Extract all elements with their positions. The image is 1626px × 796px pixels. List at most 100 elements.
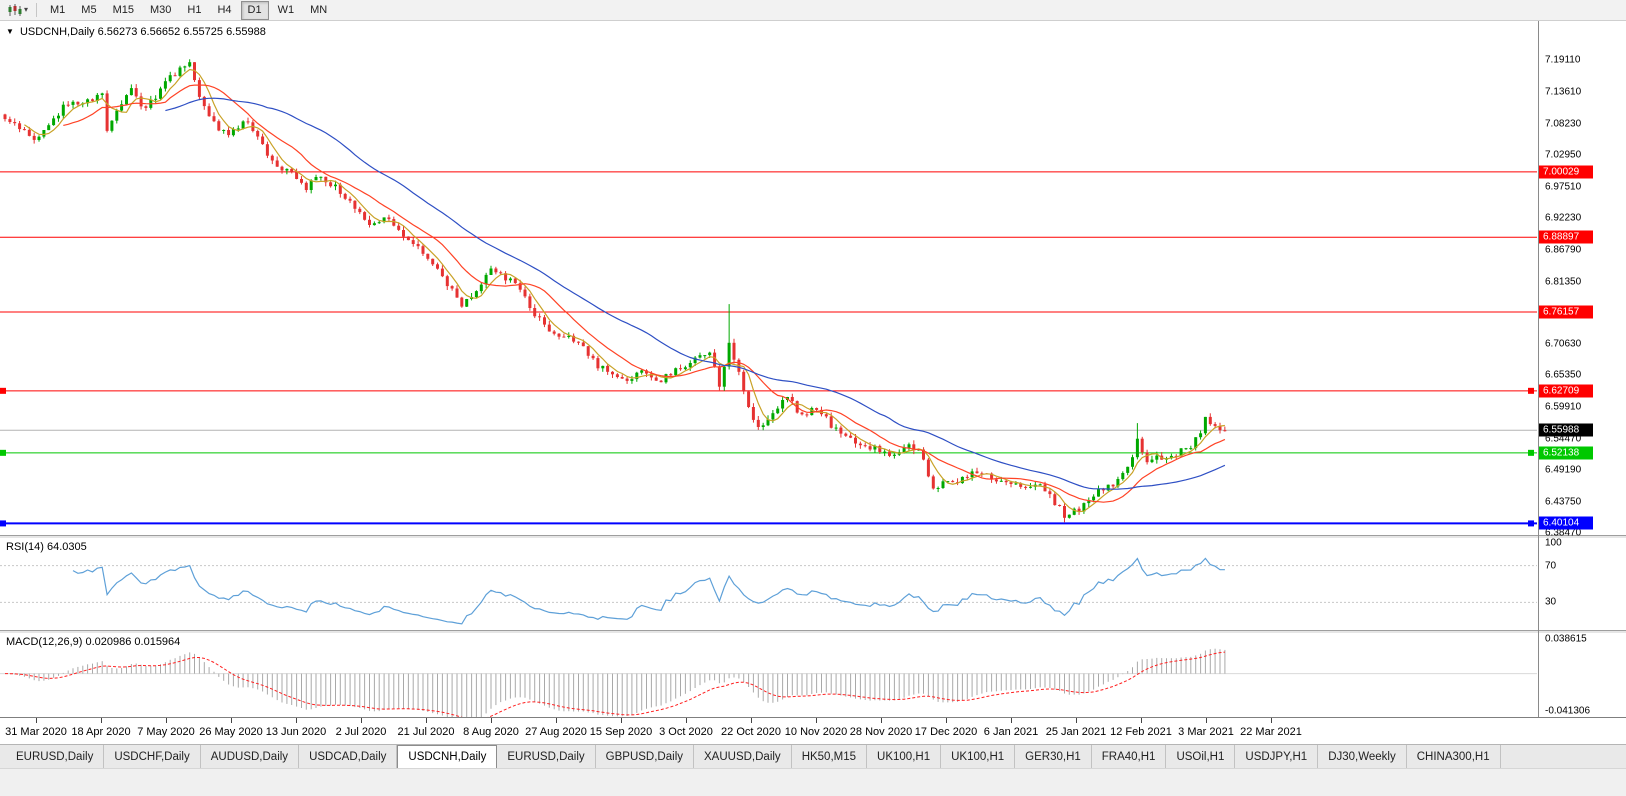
- time-axis-tick: [36, 718, 37, 723]
- chart-tab-uk100-h1[interactable]: UK100,H1: [867, 745, 942, 768]
- time-axis-label: 21 Jul 2020: [397, 726, 455, 738]
- rsi-axis-label: 100: [1545, 537, 1562, 549]
- time-axis[interactable]: 31 Mar 2020 18 Apr 2020 7 May 2020 26 May 2…: [0, 717, 1626, 744]
- time-axis-label: 7 May 2020: [137, 726, 195, 738]
- time-axis-label: 3 Mar 2021: [1178, 726, 1234, 738]
- candlestick-chart[interactable]: [0, 21, 1537, 535]
- chart-tab-hk50-m15[interactable]: HK50,M15: [791, 745, 868, 768]
- timeframe-buttons: M1 M5 M15 M30 H1 H4 D1 W1 MN: [42, 0, 335, 20]
- chart-tab-usdcad-daily[interactable]: USDCAD,Daily: [299, 745, 398, 768]
- current-price-badge: 6.55988: [1539, 423, 1593, 437]
- chart-tabs-bar: EURUSD,Daily USDCHF,Daily AUDUSD,Daily USDC…: [0, 744, 1626, 768]
- price-axis-label: 6.92230: [1545, 212, 1582, 224]
- chart-tab-xauusd-daily[interactable]: XAUUSD,Daily: [694, 745, 792, 768]
- rsi-chart[interactable]: [0, 538, 1537, 630]
- main-chart-panel[interactable]: ▼ USDCNH,Daily 6.56273 6.56652 6.55725 6…: [0, 21, 1537, 535]
- candlestick-chart-icon: [8, 3, 22, 16]
- time-axis-label: 13 Jun 2020: [265, 726, 327, 738]
- timeframe-button-m30[interactable]: M30: [149, 3, 172, 16]
- time-axis-tick: [751, 718, 752, 723]
- macd-label: MACD(12,26,9) 0.020986 0.015964: [6, 636, 181, 648]
- time-axis-tick: [296, 718, 297, 723]
- price-level-badge: 6.76157: [1539, 305, 1593, 319]
- time-axis-label: 17 Dec 2020: [914, 726, 978, 738]
- price-axis-label: 6.38470: [1545, 527, 1582, 539]
- price-axis-label: 6.86790: [1545, 244, 1582, 256]
- chart-tab-usdjpy-h1[interactable]: USDJPY,H1: [1235, 745, 1319, 768]
- timeframe-button-w1[interactable]: W1: [277, 3, 295, 16]
- rsi-panel[interactable]: RSI(14) 64.0305: [0, 538, 1537, 630]
- time-axis-tick: [361, 718, 362, 723]
- chart-tab-dj30-weekly[interactable]: DJ30,Weekly: [1318, 745, 1407, 768]
- chart-tab-china300-h1[interactable]: CHINA300,H1: [1406, 745, 1501, 768]
- timeframe-button-m5[interactable]: M5: [81, 3, 97, 16]
- macd-panel[interactable]: MACD(12,26,9) 0.020986 0.015964: [0, 633, 1537, 717]
- chart-type-button[interactable]: ▾: [4, 3, 31, 18]
- time-axis-label: 10 Nov 2020: [784, 726, 848, 738]
- chart-tab-gbpusd-daily[interactable]: GBPUSD,Daily: [595, 745, 694, 768]
- time-axis-label: 31 Mar 2020: [5, 726, 67, 738]
- chart-tab-usdcnh-daily[interactable]: USDCNH,Daily: [397, 745, 498, 768]
- time-axis-label: 3 Oct 2020: [659, 726, 713, 738]
- timeframe-toolbar: ▾ M1 M5 M15 M30 H1 H4 D1 W1 MN: [0, 0, 1626, 21]
- time-axis-label: 22 Oct 2020: [721, 726, 781, 738]
- panel-splitter[interactable]: [0, 630, 1626, 633]
- time-axis-tick: [1141, 718, 1142, 723]
- chart-symbol-label: USDCNH,Daily: [19, 26, 95, 38]
- chart-tab-usoil-h1[interactable]: USOil,H1: [1166, 745, 1236, 768]
- time-axis-tick: [881, 718, 882, 723]
- chart-tab-eurusd-daily[interactable]: EURUSD,Daily: [6, 745, 105, 768]
- price-axis[interactable]: 7.19110 7.13610 7.08230 7.02950 6.97510 6.922…: [1538, 21, 1626, 717]
- price-axis-label: 6.54470: [1545, 433, 1582, 445]
- chart-menu-icon[interactable]: ▼: [6, 27, 14, 36]
- chart-tab-eurusd-daily[interactable]: EURUSD,Daily: [497, 745, 596, 768]
- toolbar-separator: [36, 3, 38, 17]
- time-axis-tick: [231, 718, 232, 723]
- time-axis-label: 6 Jan 2021: [983, 726, 1039, 738]
- time-axis-label: 26 May 2020: [199, 726, 263, 738]
- time-axis-label: 18 Apr 2020: [71, 726, 131, 738]
- price-axis-label: 6.70630: [1545, 338, 1582, 350]
- macd-chart[interactable]: [0, 633, 1537, 717]
- price-axis-label: 6.49190: [1545, 464, 1582, 476]
- time-axis-tick: [426, 718, 427, 723]
- price-axis-label: 7.13610: [1545, 86, 1582, 98]
- time-axis-label: 12 Feb 2021: [1110, 726, 1172, 738]
- timeframe-button-m15[interactable]: M15: [112, 3, 134, 16]
- chart-tab-audusd-daily[interactable]: AUDUSD,Daily: [200, 745, 300, 768]
- rsi-axis-label: 30: [1545, 596, 1557, 608]
- timeframe-button-m1[interactable]: M1: [50, 3, 66, 16]
- time-axis-label: 27 Aug 2020: [525, 726, 587, 738]
- panel-splitter[interactable]: [0, 535, 1626, 538]
- time-axis-tick: [1271, 718, 1272, 723]
- timeframe-button-h4[interactable]: H4: [217, 3, 232, 16]
- chart-ohlc-values: 6.56273 6.56652 6.55725 6.55988: [97, 26, 266, 38]
- chart-title: ▼ USDCNH,Daily 6.56273 6.56652 6.55725 6…: [6, 26, 266, 38]
- price-level-badge: 6.40104: [1539, 516, 1593, 530]
- chart-workspace: ▼ USDCNH,Daily 6.56273 6.56652 6.55725 6…: [0, 21, 1626, 744]
- chart-tab-fra40-h1[interactable]: FRA40,H1: [1091, 745, 1167, 768]
- time-axis-tick: [621, 718, 622, 723]
- time-axis-tick: [556, 718, 557, 723]
- price-axis-label: 6.81350: [1545, 276, 1582, 287]
- time-axis-label: 28 Nov 2020: [849, 726, 913, 738]
- chart-tab-usdchf-daily[interactable]: USDCHF,Daily: [104, 745, 201, 768]
- chart-type-dropdown-caret-icon[interactable]: ▾: [24, 5, 29, 14]
- time-axis-tick: [101, 718, 102, 723]
- time-axis-label: 25 Jan 2021: [1045, 726, 1107, 738]
- price-level-badge: 6.62709: [1539, 384, 1593, 398]
- price-level-badge: 7.00029: [1539, 165, 1593, 179]
- price-level-badge: 6.52138: [1539, 446, 1593, 460]
- timeframe-button-h1[interactable]: H1: [187, 3, 202, 16]
- timeframe-button-d1[interactable]: D1: [240, 0, 269, 20]
- status-bar: [0, 768, 1626, 796]
- price-level-badge: 6.88897: [1539, 230, 1593, 244]
- timeframe-button-mn[interactable]: MN: [310, 3, 328, 16]
- chart-tab-ger30-h1[interactable]: GER30,H1: [1015, 745, 1092, 768]
- price-axis-label: 6.65350: [1545, 369, 1582, 381]
- time-axis-label: 2 Jul 2020: [335, 726, 387, 738]
- macd-axis-label: -0.041306: [1545, 705, 1591, 717]
- chart-tab-uk100-h1[interactable]: UK100,H1: [941, 745, 1016, 768]
- rsi-label: RSI(14) 64.0305: [6, 541, 87, 553]
